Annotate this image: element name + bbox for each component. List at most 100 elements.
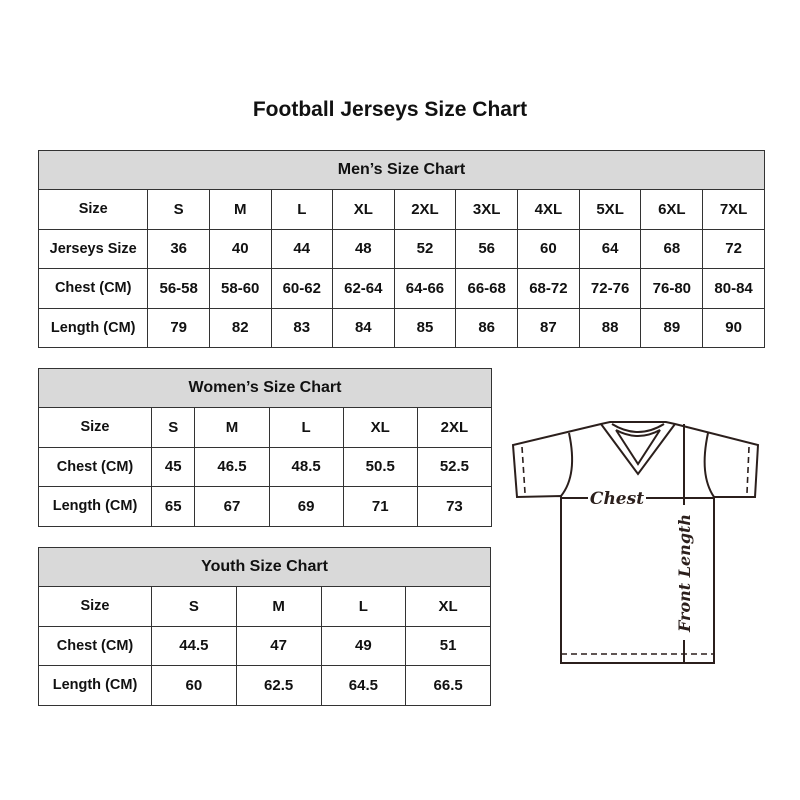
table-cell: 4XL xyxy=(517,189,580,230)
chest-label: Chest xyxy=(590,489,644,509)
table-cell: S xyxy=(150,407,196,448)
table-cell: 84 xyxy=(332,307,395,348)
table-cell: XL xyxy=(342,407,418,448)
table-cell: 67 xyxy=(194,486,270,527)
table-cell: 82 xyxy=(208,307,272,348)
shirt-outline xyxy=(511,421,760,664)
youth-size-table: Youth Size Chart Size S M L XL Chest (CM) 44.5 4… xyxy=(38,547,491,706)
table-cell: 87 xyxy=(517,307,580,348)
table-cell: 48.5 xyxy=(268,446,344,487)
table-heading-row: Women’s Size Chart xyxy=(38,368,492,408)
table-cell: L xyxy=(270,189,334,230)
table-cell: 58-60 xyxy=(208,268,272,309)
table-cell: 47 xyxy=(235,625,322,666)
row-label: Chest (CM) xyxy=(38,625,152,666)
table-cell: S xyxy=(151,586,237,627)
table-row: Chest (CM) 44.5 47 49 51 xyxy=(38,625,491,666)
table-cell: 40 xyxy=(208,228,272,269)
table-row: Length (CM) 79 82 83 84 85 86 87 88 89 90 xyxy=(37,307,765,348)
table-cell: L xyxy=(268,407,344,448)
table-row: Chest (CM) 56-58 58-60 60-62 62-64 64-66 66-68… xyxy=(37,268,765,309)
table-cell: 3XL xyxy=(455,189,519,230)
table-row: Length (CM) 60 62.5 64.5 66.5 xyxy=(38,665,491,706)
row-label: Length (CM) xyxy=(38,665,152,706)
table-cell: 86 xyxy=(455,307,519,348)
jersey-diagram: Chest Front Length xyxy=(511,421,760,664)
table-cell: S xyxy=(147,189,210,230)
table-cell: 72 xyxy=(702,228,765,269)
row-label: Chest (CM) xyxy=(37,268,149,309)
table-cell: 2XL xyxy=(393,189,457,230)
table-heading-row: Men’s Size Chart xyxy=(38,150,765,190)
table-row: Size S M L XL 2XL 3XL 4XL 5XL 6XL 7XL xyxy=(37,189,765,230)
collar-inner xyxy=(611,423,665,466)
table-cell: 90 xyxy=(702,307,765,348)
table-cell: 60-62 xyxy=(270,268,334,309)
table-cell: 6XL xyxy=(640,189,704,230)
table-row: Length (CM) 65 67 69 71 73 xyxy=(38,486,493,527)
front-length-label: Front Length xyxy=(675,514,694,633)
row-label: Length (CM) xyxy=(38,486,152,527)
table-cell: 66.5 xyxy=(405,665,491,706)
table-cell: 48 xyxy=(332,228,395,269)
women-size-table: Women’s Size Chart Size S M L XL 2XL Chest (CM)… xyxy=(38,368,493,527)
table-row: Jerseys Size 36 40 44 48 52 56 60 64 68 72 xyxy=(37,228,765,269)
table-cell: 46.5 xyxy=(194,446,270,487)
row-label: Size xyxy=(38,586,152,627)
table-cell: 44 xyxy=(270,228,334,269)
table-cell: 72-76 xyxy=(578,268,642,309)
table-cell: 60 xyxy=(151,665,237,706)
table-cell: 56-58 xyxy=(147,268,210,309)
table-cell: 76-80 xyxy=(640,268,704,309)
table-cell: 7XL xyxy=(702,189,765,230)
row-label: Size xyxy=(38,407,152,448)
table-heading-row: Youth Size Chart xyxy=(38,547,491,587)
table-cell: 69 xyxy=(268,486,344,527)
table-cell: 79 xyxy=(147,307,210,348)
table-cell: 60 xyxy=(517,228,580,269)
table-cell: 66-68 xyxy=(455,268,519,309)
table-cell: 49 xyxy=(320,625,407,666)
table-row: Size S M L XL 2XL xyxy=(38,407,493,448)
row-label: Size xyxy=(37,189,149,230)
table-cell: 80-84 xyxy=(702,268,765,309)
table-cell: 68 xyxy=(640,228,704,269)
table-cell: 88 xyxy=(578,307,642,348)
table-cell: XL xyxy=(405,586,491,627)
left-sleeve-seam xyxy=(560,432,574,497)
table-cell: M xyxy=(194,407,270,448)
table-cell: 62-64 xyxy=(332,268,395,309)
row-label: Jerseys Size xyxy=(37,228,149,269)
table-heading: Men’s Size Chart xyxy=(38,150,765,190)
table-cell: 89 xyxy=(640,307,704,348)
table-cell: L xyxy=(320,586,407,627)
table-cell: M xyxy=(208,189,272,230)
page-title: Football Jerseys Size Chart xyxy=(252,98,528,121)
table-cell: 64 xyxy=(578,228,642,269)
table-cell: 50.5 xyxy=(342,446,418,487)
table-cell: 5XL xyxy=(578,189,642,230)
table-cell: 83 xyxy=(270,307,334,348)
table-cell: 64-66 xyxy=(393,268,457,309)
table-heading: Women’s Size Chart xyxy=(38,368,492,408)
table-cell: 51 xyxy=(405,625,491,666)
table-cell: 71 xyxy=(342,486,418,527)
men-size-table: Men’s Size Chart Size S M L XL 2XL 3XL 4XL 5XL 6XL… xyxy=(37,150,765,348)
table-cell: 73 xyxy=(416,486,493,527)
row-label: Chest (CM) xyxy=(38,446,152,487)
table-cell: 45 xyxy=(150,446,196,487)
table-cell: 65 xyxy=(150,486,196,527)
table-cell: 56 xyxy=(455,228,519,269)
table-row: Chest (CM) 45 46.5 48.5 50.5 52.5 xyxy=(38,446,493,487)
table-heading: Youth Size Chart xyxy=(38,547,491,587)
row-label: Length (CM) xyxy=(37,307,149,348)
right-sleeve-seam xyxy=(703,432,715,498)
table-cell: M xyxy=(235,586,322,627)
table-cell: 52 xyxy=(393,228,457,269)
table-cell: 52.5 xyxy=(416,446,493,487)
table-cell: 62.5 xyxy=(235,665,322,706)
table-cell: XL xyxy=(332,189,395,230)
table-cell: 68-72 xyxy=(517,268,580,309)
table-row: Size S M L XL xyxy=(38,586,491,627)
table-cell: 36 xyxy=(147,228,210,269)
